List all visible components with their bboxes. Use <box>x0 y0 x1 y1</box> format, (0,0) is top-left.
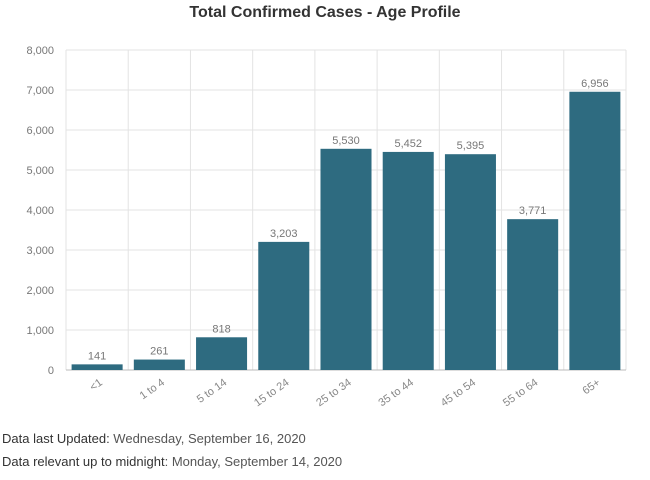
category-label: 15 to 24 <box>252 377 291 410</box>
data-label: 5,452 <box>394 138 422 150</box>
bar <box>196 337 248 370</box>
chart-title: Total Confirmed Cases - Age Profile <box>189 4 461 21</box>
relevant-midnight-label: Data relevant up to midnight <box>2 454 165 469</box>
category-label: 25 to 34 <box>314 377 353 410</box>
data-label: 141 <box>88 350 106 362</box>
relevant-midnight-line: Data relevant up to midnight: Monday, Se… <box>2 454 342 469</box>
y-tick-label: 3,000 <box>26 245 54 257</box>
y-tick-label: 6,000 <box>26 125 54 137</box>
y-tick-label: 7,000 <box>26 85 54 97</box>
category-label: 45 to 54 <box>439 377 478 410</box>
last-updated-line: Data last Updated: Wednesday, September … <box>2 431 306 446</box>
relevant-midnight-value: : Monday, September 14, 2020 <box>164 454 343 469</box>
category-label: <1 <box>88 377 105 394</box>
last-updated-label: Data last Updated: <box>2 431 110 446</box>
y-tick-label: 2,000 <box>26 285 54 297</box>
data-label: 818 <box>212 323 230 335</box>
y-tick-label: 5,000 <box>26 165 54 177</box>
category-label: 1 to 4 <box>138 377 167 403</box>
bar <box>569 91 621 370</box>
bar <box>444 154 496 370</box>
category-label: 55 to 64 <box>501 377 540 410</box>
y-tick-label: 4,000 <box>26 205 54 217</box>
bar <box>133 359 185 370</box>
category-label: 5 to 14 <box>195 377 229 406</box>
data-label: 6,956 <box>581 78 609 90</box>
bar <box>382 151 434 370</box>
y-tick-label: 1,000 <box>26 325 54 337</box>
category-label: 65+ <box>580 377 602 398</box>
bar <box>71 364 123 370</box>
bar <box>320 148 372 370</box>
category-label: 35 to 44 <box>376 377 415 410</box>
data-label: 261 <box>150 346 168 358</box>
bar-chart: 0 1,000 2,000 3,000 4,000 5,000 6,000 7,000 8,00… <box>26 45 627 410</box>
y-tick-label: 0 <box>48 365 54 377</box>
data-label: 3,203 <box>270 228 298 240</box>
last-updated-value: Wednesday, September 16, 2020 <box>109 431 306 446</box>
data-label: 3,771 <box>519 205 547 217</box>
bar <box>258 241 310 370</box>
bar <box>507 219 559 370</box>
data-label: 5,530 <box>332 135 360 147</box>
y-tick-label: 8,000 <box>26 45 54 57</box>
data-label: 5,395 <box>457 140 485 152</box>
